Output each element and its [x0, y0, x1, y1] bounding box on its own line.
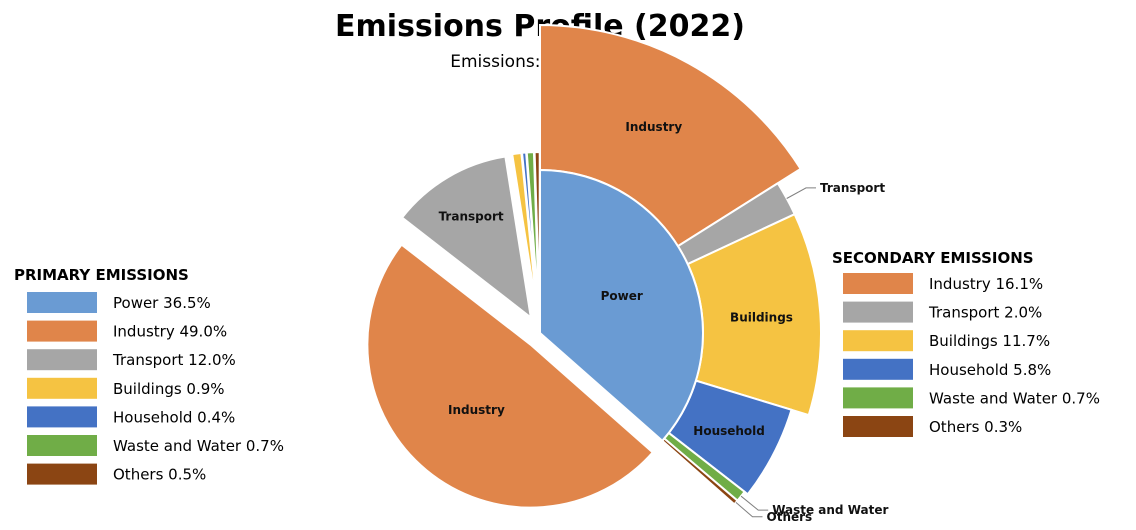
primary-slice-industry — [366, 243, 655, 509]
primary-legend-swatch-household — [27, 406, 97, 428]
secondary-legend-swatch-industry — [843, 273, 913, 294]
secondary-legend-swatch-others — [843, 416, 913, 437]
secondary-legend-label-industry: Industry 16.1% — [929, 275, 1043, 293]
secondary-legend-heading: SECONDARY EMISSIONS — [832, 249, 1034, 267]
primary-slice-label-transport: Transport — [439, 210, 504, 224]
primary-legend-swatch-power — [27, 292, 97, 313]
secondary-legend-swatch-household — [843, 358, 913, 380]
primary-legend-label-industry: Industry 49.0% — [113, 323, 227, 341]
secondary-legend-swatch-waste-and-water — [843, 387, 913, 409]
primary-legend-swatch-transport — [27, 349, 97, 371]
secondary-callout-line-transport — [786, 187, 816, 199]
secondary-ring — [539, 23, 822, 506]
primary-legend-label-transport: Transport 12.0% — [112, 351, 236, 369]
primary-legend-label-power: Power 36.5% — [113, 294, 211, 312]
secondary-legend-label-buildings: Buildings 11.7% — [929, 332, 1050, 350]
pie-labels: Industry Transport Power Industry Transport B… — [439, 120, 889, 524]
primary-legend-label-buildings: Buildings 0.9% — [113, 380, 225, 398]
secondary-slice-label-household: Household — [693, 424, 765, 438]
primary-legend-label-household: Household 0.4% — [113, 408, 235, 426]
secondary-callout-line-waste-and-water — [740, 495, 769, 511]
primary-legend-swatch-industry — [27, 320, 97, 342]
secondary-slice-label-waste-and-water: Waste and Water — [772, 503, 888, 517]
secondary-legend: Industry 16.1% Transport 2.0% Buildings 11… — [843, 273, 1100, 437]
secondary-legend-label-household: Household 5.8% — [929, 361, 1051, 379]
primary-legend-swatch-buildings — [27, 377, 97, 399]
secondary-slice-label-others: Others — [767, 510, 813, 524]
secondary-slice-label-industry: Industry — [625, 120, 682, 134]
primary-slice-transport — [400, 155, 533, 320]
primary-pie — [366, 150, 655, 509]
primary-slice-label-power: Power — [601, 289, 643, 303]
secondary-legend-label-transport: Transport 2.0% — [928, 304, 1042, 322]
primary-legend-swatch-others — [27, 463, 97, 485]
primary-legend-label-others: Others 0.5% — [113, 466, 206, 484]
primary-legend: Power 36.5% Industry 49.0% Transport 12.0%… — [27, 292, 284, 485]
primary-slice-power — [539, 168, 704, 443]
primary-legend-swatch-waste-and-water — [27, 435, 97, 456]
secondary-slice-label-transport: Transport — [820, 181, 885, 195]
secondary-legend-label-waste-and-water: Waste and Water 0.7% — [929, 389, 1100, 407]
secondary-legend-swatch-transport — [843, 301, 913, 323]
primary-legend-heading: PRIMARY EMISSIONS — [14, 266, 189, 284]
primary-legend-label-waste-and-water: Waste and Water 0.7% — [113, 437, 284, 455]
secondary-callout-line-others — [735, 502, 763, 518]
secondary-legend-label-others: Others 0.3% — [929, 418, 1022, 436]
secondary-legend-swatch-buildings — [843, 330, 913, 352]
secondary-slice-label-buildings: Buildings — [730, 311, 793, 325]
primary-slice-label-industry: Industry — [448, 403, 505, 417]
